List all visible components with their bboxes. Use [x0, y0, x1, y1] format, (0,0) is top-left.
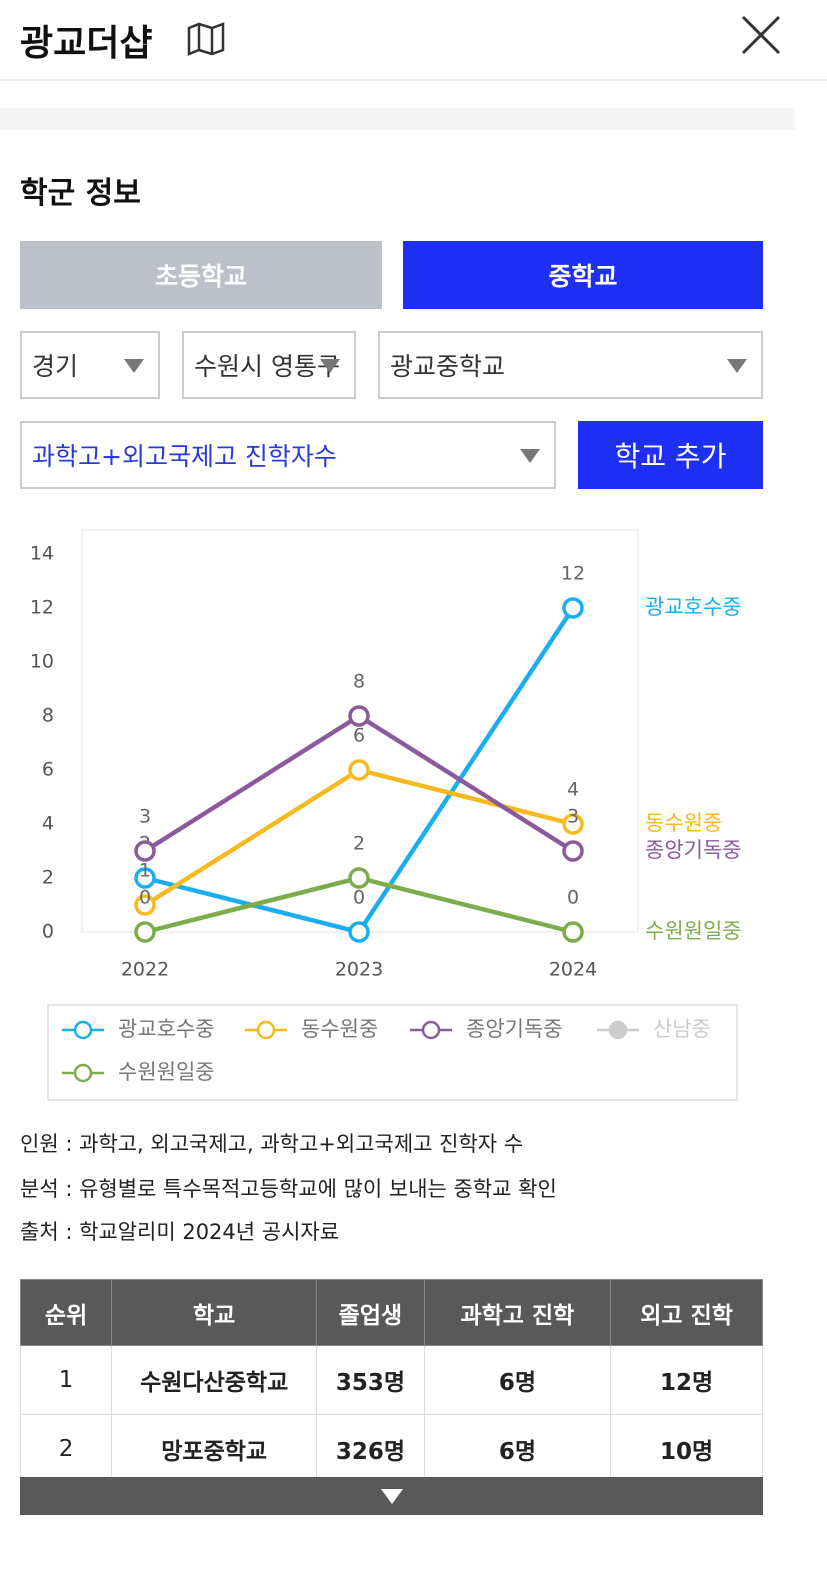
close-button[interactable]	[740, 14, 782, 56]
cell: 2	[19, 1414, 113, 1484]
data-label: 8	[353, 671, 365, 693]
select-text: 과학고+외고국제고 진학자수	[32, 442, 337, 471]
note: 분석 : 유형별로 특수목적고등학교에 많이 보내는 중학교 확인	[20, 1177, 557, 1201]
x-tick-label: 2024	[549, 959, 597, 981]
metric-select[interactable]: 과학고+외고국제고 진학자수	[20, 421, 556, 489]
select-text: 광교중학교	[390, 352, 506, 381]
divider	[0, 79, 827, 81]
cell: 12명	[610, 1345, 763, 1415]
data-label: 3	[139, 806, 151, 828]
data-label: 0	[567, 887, 579, 909]
data-point	[134, 867, 156, 889]
legend-marker	[73, 1020, 93, 1040]
cell: 망포중학교	[111, 1414, 318, 1484]
y-tick-label: 14	[30, 543, 54, 565]
select-text: 수원시 영통구	[194, 352, 340, 381]
data-label: 6	[353, 725, 365, 747]
y-tick-label: 12	[30, 597, 54, 619]
series-end-label: 수원원일중	[645, 919, 742, 943]
expand-button[interactable]	[20, 1477, 763, 1515]
legend-marker	[256, 1020, 276, 1040]
y-tick-label: 4	[42, 813, 54, 835]
cell: 6명	[423, 1345, 612, 1415]
select[interactable]: 광교중학교	[378, 331, 763, 399]
y-tick-label: 6	[42, 759, 54, 781]
cell: 수원다산중학교	[111, 1345, 318, 1415]
data-label: 0	[139, 887, 151, 909]
header-row: 순위 학교 졸업생 과학고 진학 외고 진학	[19, 1279, 763, 1346]
legend-label[interactable]: 광교호수중	[118, 1017, 215, 1041]
legend-box	[47, 1004, 738, 1101]
data-point	[348, 705, 370, 727]
series-end-label: 광교호수중	[645, 595, 742, 619]
legend-marker	[73, 1063, 93, 1083]
legend-label[interactable]: 산남중	[653, 1017, 711, 1041]
data-label: 3	[567, 806, 579, 828]
y-tick-label: 10	[30, 651, 54, 673]
tab-active[interactable]: 중학교	[403, 241, 763, 309]
header-cell: 학교	[111, 1279, 318, 1346]
data-label: 2	[353, 833, 365, 855]
data-label: 12	[561, 563, 585, 585]
select[interactable]: 경기	[20, 331, 160, 399]
series-end-label: 종앙기독중	[645, 838, 742, 862]
legend-label[interactable]: 수원원일중	[118, 1060, 215, 1084]
note: 출처 : 학교알리미 2024년 공시자료	[20, 1220, 340, 1244]
header-cell: 졸업생	[316, 1279, 425, 1346]
cell: 6명	[423, 1414, 612, 1484]
cell: 353명	[316, 1345, 425, 1415]
map-icon[interactable]	[186, 22, 226, 56]
data-point	[134, 921, 156, 943]
data-point	[562, 921, 584, 943]
legend-label[interactable]: 동수원중	[301, 1017, 378, 1041]
ranking-table: 순위 학교 졸업생 과학고 진학 외고 진학 1 수원다산중학교 353명 6명…	[19, 1279, 763, 1484]
page-title: 광교더샵	[20, 23, 153, 64]
select[interactable]: 수원시 영통구	[182, 331, 356, 399]
data-point	[134, 894, 156, 916]
y-tick-label: 0	[42, 921, 54, 943]
select-text: 경기	[32, 352, 79, 381]
data-label: 4	[567, 779, 579, 801]
header-cell: 외고 진학	[610, 1279, 763, 1346]
data-label: 0	[353, 887, 365, 909]
x-tick-label: 2022	[121, 959, 169, 981]
data-point	[134, 840, 156, 862]
y-tick-label: 8	[42, 705, 54, 727]
data-point	[348, 867, 370, 889]
legend-marker	[608, 1020, 628, 1040]
row: 2 망포중학교 326명 6명 10명	[19, 1414, 763, 1484]
row: 1 수원다산중학교 353명 6명 12명	[19, 1345, 763, 1415]
y-tick-label: 2	[42, 867, 54, 889]
data-point	[348, 759, 370, 781]
data-label: 1	[139, 860, 151, 882]
data-point	[348, 921, 370, 943]
data-point	[562, 840, 584, 862]
x-tick-label: 2023	[335, 959, 383, 981]
note: 인원 : 과학고, 외고국제고, 과학고+외고국제고 진학자 수	[20, 1132, 524, 1156]
cell: 10명	[610, 1414, 763, 1484]
add-button[interactable]: 학교 추가	[578, 421, 763, 489]
legend-label[interactable]: 종앙기독중	[466, 1017, 563, 1041]
data-point	[562, 813, 584, 835]
section-title: 학군 정보	[20, 176, 141, 211]
chart: 0 2 4 6 8 10 12 14 2022 2023 2024 2 0 12 광교호수중 1 6 4 동수원중 3…	[30, 529, 742, 1101]
legend-marker	[421, 1020, 441, 1040]
data-point	[562, 597, 584, 619]
header-cell: 과학고 진학	[423, 1279, 612, 1346]
series-end-label: 동수원중	[645, 811, 722, 835]
cell: 1	[19, 1345, 113, 1415]
tab[interactable]: 초등학교	[20, 241, 382, 309]
header-cell: 순위	[19, 1279, 113, 1346]
cell: 326명	[316, 1414, 425, 1484]
band	[0, 108, 795, 130]
